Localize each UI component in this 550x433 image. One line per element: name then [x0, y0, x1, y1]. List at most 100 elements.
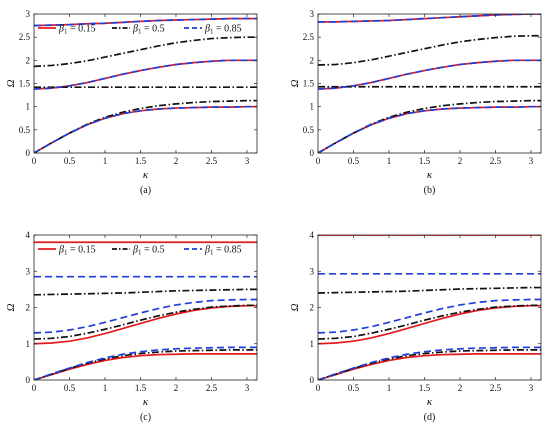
x-tick-label: 2 [174, 383, 179, 393]
series-1-branch-1-line [318, 105, 541, 153]
y-tick-label: 1 [26, 339, 31, 349]
y-tick-label: 2 [310, 55, 315, 65]
x-tick-label: 2 [458, 383, 463, 393]
panel-b: 0 0.5 1 1.5 2 2.5 3 0 0.5 1 1.5 2 2.5 3 κ Ω (b) [289, 9, 542, 196]
series-2-branch-1-line [34, 349, 257, 380]
series-2-branch-3-line [318, 34, 541, 66]
series-2-branch-3-line [34, 36, 257, 68]
series-2-branch-1-line [318, 349, 541, 380]
x-axis-label: κ [427, 169, 433, 181]
series-1-branch-2-line [318, 59, 541, 90]
legend-label: β1 = 0.5 [132, 245, 165, 257]
x-tick-label: 2 [174, 156, 179, 166]
x-axis-label: κ [143, 169, 149, 181]
series-1-branch-1-line [34, 105, 257, 153]
x-tick-label: 1 [387, 156, 392, 166]
y-tick-label: 3 [310, 9, 315, 19]
x-tick-label: 0 [316, 156, 321, 166]
series-3-branch-1-line [34, 346, 257, 380]
y-tick-label: 0 [310, 148, 315, 158]
y-tick-label: 0 [310, 375, 315, 385]
series-1-branch-1-line [318, 353, 541, 380]
series-group [34, 17, 257, 153]
x-tick-label: 2.5 [490, 156, 502, 166]
series-3-branch-2-line [318, 59, 541, 90]
y-tick-label: 2 [26, 303, 31, 313]
series-3-branch-1-line [318, 105, 541, 153]
panel-d: 0 0.5 1 1.5 2 2.5 3 0 1 2 3 4 κ Ω (d) [289, 230, 542, 423]
legend-label: β1 = 0.15 [58, 245, 96, 257]
series-3-branch-3-line [318, 14, 541, 23]
series-2-branch-3-line [34, 288, 257, 296]
series-3-branch-2-line [318, 298, 541, 334]
series-2-branch-3-line [318, 286, 541, 294]
x-axis-label: κ [143, 396, 149, 408]
y-axis-label: Ω [289, 303, 301, 311]
x-tick-label: 3 [245, 156, 250, 166]
panel-label: (c) [140, 412, 151, 423]
y-tick-label: 1 [26, 102, 31, 112]
x-tick-label: 2.5 [490, 383, 502, 393]
y-tick-label: 2 [310, 303, 315, 313]
plot-frame [317, 13, 542, 154]
x-tick-label: 1 [103, 156, 108, 166]
y-axis-label: Ω [5, 79, 17, 87]
x-tick-label: 0.5 [64, 383, 76, 393]
y-tick-label: 2.5 [19, 32, 31, 42]
series-3-branch-1-line [318, 346, 541, 380]
y-axis-label: Ω [5, 303, 17, 311]
y-tick-label: 1.5 [303, 79, 315, 89]
x-tick-label: 0 [32, 156, 37, 166]
series-3-branch-1-line [34, 105, 257, 153]
y-tick-label: 0 [26, 148, 31, 158]
x-tick-label: 3 [529, 383, 534, 393]
y-tick-label: 2.5 [303, 32, 315, 42]
x-tick-label: 0 [316, 383, 321, 393]
y-tick-label: 1 [310, 339, 315, 349]
y-tick-label: 4 [310, 230, 315, 240]
series-2-branch-1-line [34, 99, 257, 153]
x-tick-label: 2.5 [206, 156, 218, 166]
x-axis-label: κ [427, 396, 433, 408]
x-tick-label: 0.5 [348, 383, 360, 393]
x-tick-label: 1.5 [419, 156, 431, 166]
y-tick-label: 3 [310, 266, 315, 276]
x-tick-label: 2.5 [206, 383, 218, 393]
series-3-branch-3-line [34, 17, 257, 27]
legend-label: β1 = 0.85 [204, 245, 242, 257]
series-group [34, 241, 257, 380]
y-tick-label: 3 [26, 266, 31, 276]
y-axis-label: Ω [289, 79, 301, 87]
x-tick-label: 3 [245, 383, 250, 393]
x-tick-label: 3 [529, 156, 534, 166]
legend-label: β1 = 0.85 [204, 24, 242, 36]
y-tick-label: 0.5 [19, 125, 31, 135]
x-tick-label: 1.5 [135, 383, 147, 393]
panel-label: (d) [424, 412, 436, 423]
series-2-branch-2-line [318, 304, 541, 340]
x-tick-label: 2 [458, 156, 463, 166]
series-2-branch-2-line [34, 304, 257, 340]
y-tick-label: 4 [26, 230, 31, 240]
y-tick-label: 2 [26, 55, 31, 65]
y-tick-label: 0.5 [303, 125, 315, 135]
y-tick-label: 1 [310, 102, 315, 112]
legend: β1 = 0.15 β1 = 0.5 β1 = 0.85 [38, 245, 242, 257]
x-tick-label: 0.5 [64, 156, 76, 166]
panel-label: (b) [424, 185, 436, 196]
series-group [318, 235, 541, 380]
x-tick-label: 1.5 [135, 156, 147, 166]
series-2-branch-1-line [318, 99, 541, 153]
series-group [318, 14, 541, 153]
legend-label: β1 = 0.15 [58, 24, 96, 36]
panel-c: 0 0.5 1 1.5 2 2.5 3 0 1 2 3 4 κ Ω (c) β1 = 0.15 β1 = 0.5… [5, 230, 258, 423]
legend: β1 = 0.15 β1 = 0.5 β1 = 0.85 [38, 24, 242, 36]
y-tick-label: 3 [26, 9, 31, 19]
series-3-branch-2-line [34, 59, 257, 90]
y-tick-label: 0 [26, 375, 31, 385]
series-3-branch-2-line [34, 298, 257, 334]
panel-label: (a) [140, 185, 151, 196]
x-tick-label: 1.5 [419, 383, 431, 393]
panel-a: 0 0.5 1 1.5 2 2.5 3 0 0.5 1 1.5 2 2.5 3 κ Ω (a) β1 = 0.15… [5, 9, 258, 196]
